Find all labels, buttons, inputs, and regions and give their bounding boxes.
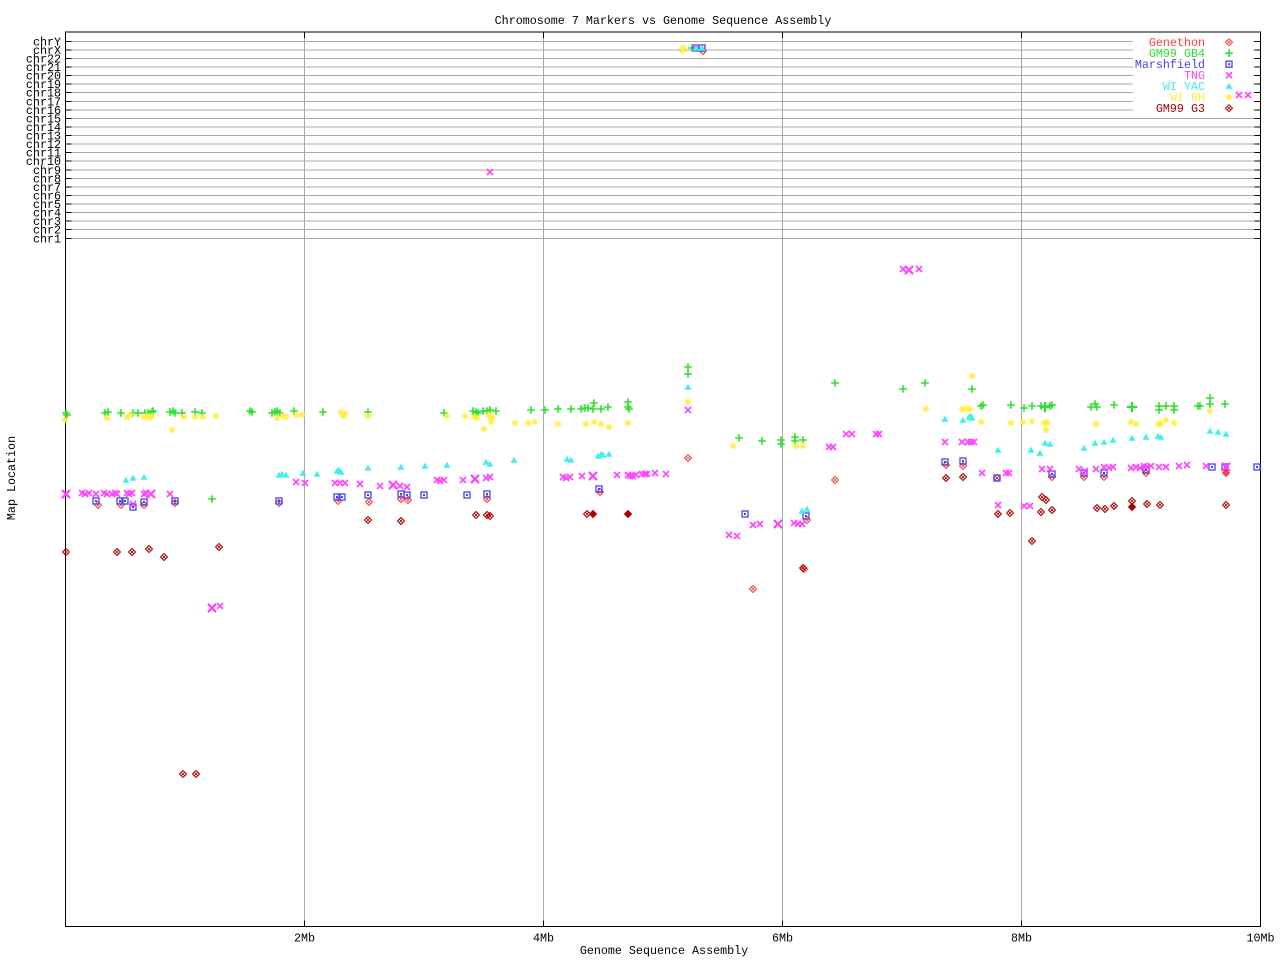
svg-text:chr5: chr5 — [33, 198, 61, 212]
svg-text:6Mb: 6Mb — [772, 932, 793, 946]
svg-text:chrX: chrX — [33, 44, 61, 58]
svg-text:chr11: chr11 — [26, 147, 61, 161]
svg-text:2Mb: 2Mb — [294, 932, 315, 946]
svg-text:Map Location: Map Location — [5, 436, 19, 520]
svg-text:chr17: chr17 — [26, 95, 61, 109]
svg-text:chr14: chr14 — [26, 121, 61, 135]
svg-text:chr6: chr6 — [33, 190, 61, 204]
svg-text:chr21: chr21 — [26, 61, 61, 75]
svg-text:10Mb: 10Mb — [1246, 932, 1274, 946]
svg-text:Genome Sequence Assembly: Genome Sequence Assembly — [580, 944, 748, 958]
svg-text:WI RH: WI RH — [1170, 91, 1205, 105]
svg-text:chr10: chr10 — [26, 155, 61, 169]
svg-text:chr12: chr12 — [26, 138, 61, 152]
svg-text:chr16: chr16 — [26, 104, 61, 118]
svg-text:chr20: chr20 — [26, 70, 61, 84]
svg-text:chr3: chr3 — [33, 215, 61, 229]
svg-text:chr9: chr9 — [33, 164, 61, 178]
svg-text:chr4: chr4 — [33, 207, 61, 221]
svg-text:GM99 G3: GM99 G3 — [1156, 102, 1205, 116]
svg-text:chr22: chr22 — [26, 52, 61, 66]
svg-text:WI YAC: WI YAC — [1163, 80, 1205, 94]
svg-text:chr13: chr13 — [26, 130, 61, 144]
svg-text:chr8: chr8 — [33, 172, 61, 186]
svg-text:chr1: chr1 — [33, 232, 61, 246]
svg-text:Chromosome 7 Markers vs Genome: Chromosome 7 Markers vs Genome Sequence … — [495, 14, 832, 28]
svg-text:chr18: chr18 — [26, 87, 61, 101]
svg-text:chr19: chr19 — [26, 78, 61, 92]
svg-text:4Mb: 4Mb — [533, 932, 554, 946]
svg-text:TNG: TNG — [1184, 69, 1205, 83]
svg-text:chrY: chrY — [33, 35, 61, 49]
svg-text:8Mb: 8Mb — [1011, 932, 1032, 946]
svg-text:chr2: chr2 — [33, 224, 61, 238]
svg-text:Marshfield: Marshfield — [1135, 58, 1205, 72]
svg-text:Genethon: Genethon — [1149, 36, 1205, 50]
svg-text:GM99 GB4: GM99 GB4 — [1149, 47, 1205, 61]
svg-text:chr7: chr7 — [33, 181, 61, 195]
svg-text:chr15: chr15 — [26, 112, 61, 126]
